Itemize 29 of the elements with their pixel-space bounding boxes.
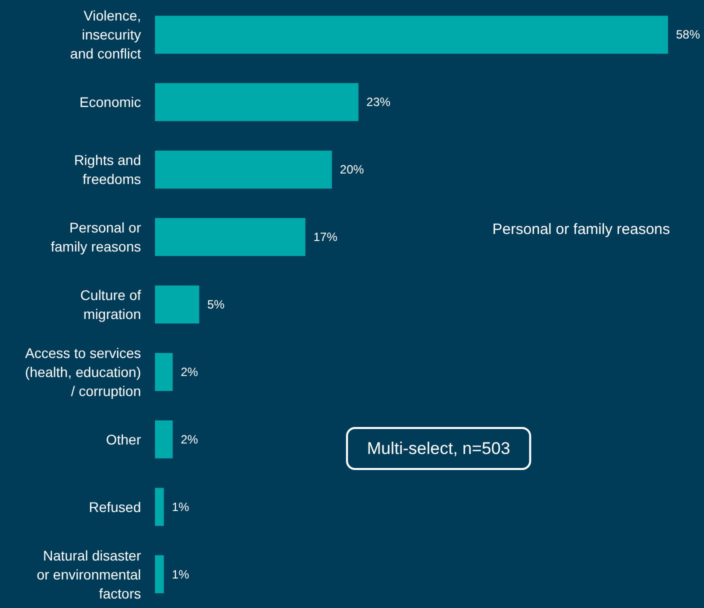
annotation: Personal or family reasons <box>492 221 670 238</box>
bar <box>155 150 332 189</box>
bar <box>155 83 358 122</box>
y-tick-label: Rights and freedoms <box>74 152 141 188</box>
data-label: 17% <box>313 230 338 244</box>
y-tick-label: Other <box>106 431 142 448</box>
data-label: 5% <box>207 298 225 312</box>
bar <box>155 286 200 324</box>
y-tick-label: Refused <box>88 498 141 515</box>
data-label: 23% <box>366 95 391 110</box>
data-label: 2% <box>180 364 198 379</box>
data-label: 20% <box>340 162 364 177</box>
y-tick-label: Violence, insecurity and conflict <box>70 8 142 62</box>
y-tick-label: Culture of migration <box>80 287 142 322</box>
bar <box>155 420 173 458</box>
y-tick-label: Natural disaster or environmental factors <box>36 547 142 602</box>
bar <box>155 555 164 594</box>
data-label: 1% <box>172 567 190 582</box>
bar <box>155 218 306 256</box>
bar <box>155 16 668 54</box>
y-tick-label: Access to services (health, education) / corruption <box>25 344 141 399</box>
bar <box>155 488 164 526</box>
bar <box>155 352 173 391</box>
y-tick-label: Personal or family reasons <box>50 220 142 255</box>
data-label: 1% <box>172 500 190 514</box>
y-tick-label: Economic <box>80 94 141 110</box>
data-label: 58% <box>676 28 700 42</box>
annotation: Multi-select, n=503 <box>367 439 510 458</box>
data-label: 2% <box>180 432 198 446</box>
